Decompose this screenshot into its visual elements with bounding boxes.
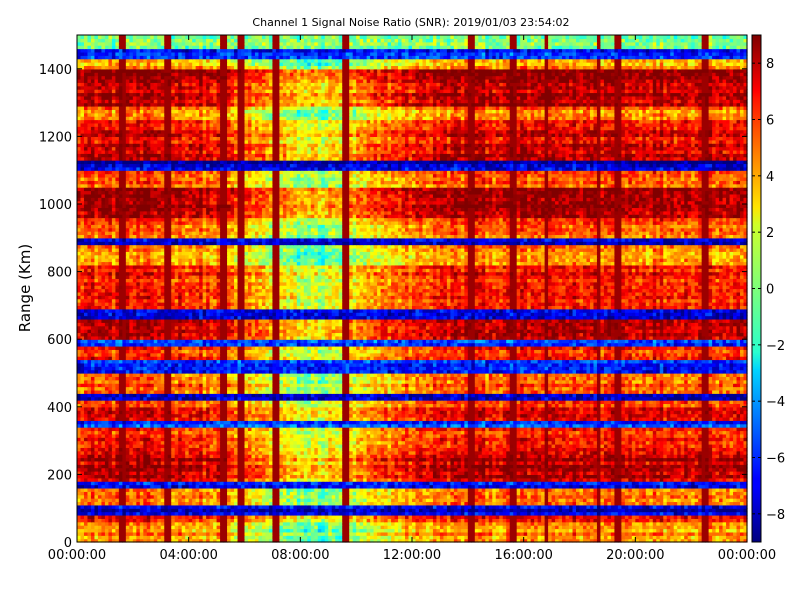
heatmap-cells (77, 35, 748, 543)
chart-title: Channel 1 Signal Noise Ratio (SNR): 2019… (252, 16, 569, 29)
